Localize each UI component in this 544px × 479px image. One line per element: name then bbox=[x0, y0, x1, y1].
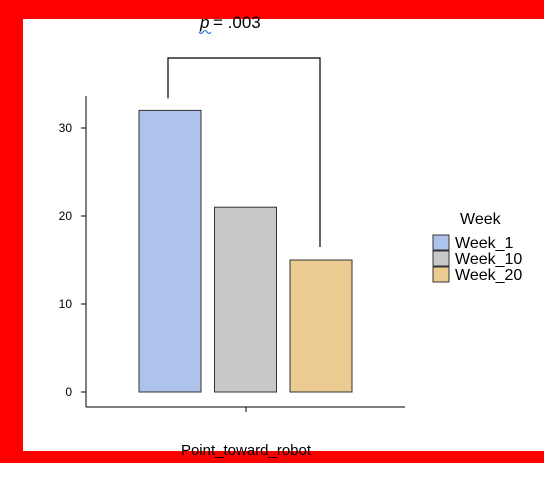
significance-label: p = .003 bbox=[198, 13, 261, 35]
p-value-text: = .003 bbox=[213, 13, 261, 32]
legend-title: Week bbox=[460, 211, 502, 228]
x-axis-label: Point_toward_robot bbox=[181, 442, 312, 459]
white-panel bbox=[23, 19, 544, 451]
y-tick-label-30: 30 bbox=[59, 121, 73, 135]
y-tick-label-20: 20 bbox=[59, 209, 73, 223]
y-axis-ticks: 0 10 20 30 bbox=[59, 121, 86, 399]
y-tick-label-0: 0 bbox=[65, 385, 72, 399]
red-border bbox=[0, 0, 544, 463]
legend-swatch-week-10 bbox=[432, 250, 450, 267]
y-tick-label-10: 10 bbox=[59, 297, 73, 311]
bar-week-10 bbox=[214, 206, 277, 393]
bars-group bbox=[138, 109, 353, 393]
spell-check-underline bbox=[198, 29, 212, 35]
legend-swatch-week-1 bbox=[432, 234, 450, 251]
p-letter: p bbox=[199, 13, 209, 32]
legend-swatch-week-20 bbox=[432, 266, 450, 283]
legend-label-week-10: Week_10 bbox=[455, 251, 522, 268]
significance-bracket bbox=[167, 57, 321, 247]
legend-label-week-20: Week_20 bbox=[455, 267, 522, 284]
bar-week-1 bbox=[138, 109, 202, 393]
legend-label-week-1: Week_1 bbox=[455, 235, 514, 252]
bar-week-20 bbox=[289, 259, 353, 393]
